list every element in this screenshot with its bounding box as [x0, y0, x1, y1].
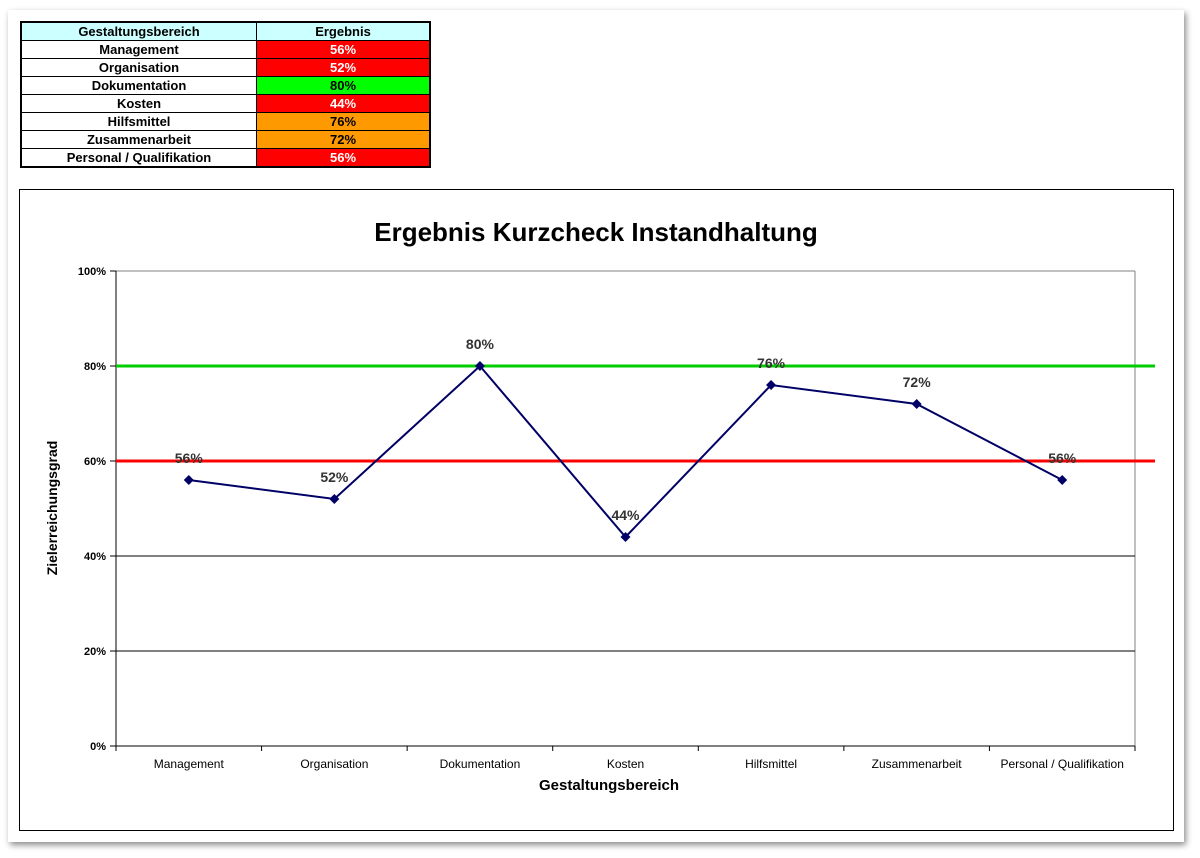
table-row: Management 56%	[20, 40, 431, 59]
table-row: Kosten 44%	[20, 94, 431, 113]
data-point	[183, 475, 194, 485]
data-label: 56%	[1048, 450, 1077, 466]
row-label: Hilfsmittel	[20, 112, 257, 131]
data-label: 56%	[175, 450, 204, 466]
chart-area: Ergebnis Kurzcheck Instandhaltung 0% 20% 4…	[19, 189, 1174, 831]
row-value: 56%	[256, 148, 431, 168]
data-label: 80%	[466, 336, 495, 352]
header-ergebnis: Ergebnis	[256, 21, 431, 41]
row-value: 44%	[256, 94, 431, 113]
x-tick-label: Hilfsmittel	[745, 757, 797, 771]
data-label: 76%	[757, 355, 786, 371]
table-row: Personal / Qualifikation 56%	[20, 148, 431, 168]
y-tick-label: 20%	[84, 646, 106, 658]
row-label: Zusammenarbeit	[20, 130, 257, 149]
data-point	[329, 494, 340, 504]
row-label: Organisation	[20, 58, 257, 77]
table-row: Hilfsmittel 76%	[20, 112, 431, 131]
y-axis-label: Zielerreichungsgrad	[44, 441, 60, 576]
data-point	[620, 532, 631, 542]
table-row: Organisation 52%	[20, 58, 431, 77]
y-tick-label: 0%	[90, 741, 106, 753]
chart-title: Ergebnis Kurzcheck Instandhaltung	[374, 217, 818, 247]
row-value: 52%	[256, 58, 431, 77]
row-label: Dokumentation	[20, 76, 257, 95]
data-label: 44%	[611, 507, 640, 523]
y-tick-label: 60%	[84, 456, 106, 468]
data-point	[911, 399, 922, 409]
x-tick-label: Kosten	[607, 757, 644, 771]
line-chart: Ergebnis Kurzcheck Instandhaltung 0% 20% 4…	[44, 217, 1155, 794]
row-value: 72%	[256, 130, 431, 149]
x-tick-label: Zusammenarbeit	[872, 757, 963, 771]
row-value: 56%	[256, 40, 431, 59]
data-point	[766, 380, 777, 390]
y-tick-label: 80%	[84, 361, 106, 373]
x-tick-label: Personal / Qualifikation	[1001, 757, 1124, 771]
row-label: Kosten	[20, 94, 257, 113]
y-tick-label: 40%	[84, 551, 106, 563]
table-row: Dokumentation 80%	[20, 76, 431, 95]
data-point	[1057, 475, 1068, 485]
header-gestaltungsbereich: Gestaltungsbereich	[20, 21, 257, 41]
data-label: 52%	[320, 469, 349, 485]
row-value: 76%	[256, 112, 431, 131]
row-value: 80%	[256, 76, 431, 95]
table-header-row: Gestaltungsbereich Ergebnis	[20, 21, 431, 41]
table-row: Zusammenarbeit 72%	[20, 130, 431, 149]
data-point	[474, 361, 485, 371]
x-tick-label: Organisation	[300, 757, 368, 771]
summary-table: Gestaltungsbereich Ergebnis Management 56…	[20, 21, 431, 168]
x-tick-label: Management	[154, 757, 225, 771]
data-label: 72%	[903, 374, 932, 390]
y-tick-label: 100%	[78, 266, 106, 278]
x-tick-label: Dokumentation	[440, 757, 521, 771]
x-axis-label: Gestaltungsbereich	[539, 777, 679, 794]
row-label: Personal / Qualifikation	[20, 148, 257, 168]
row-label: Management	[20, 40, 257, 59]
